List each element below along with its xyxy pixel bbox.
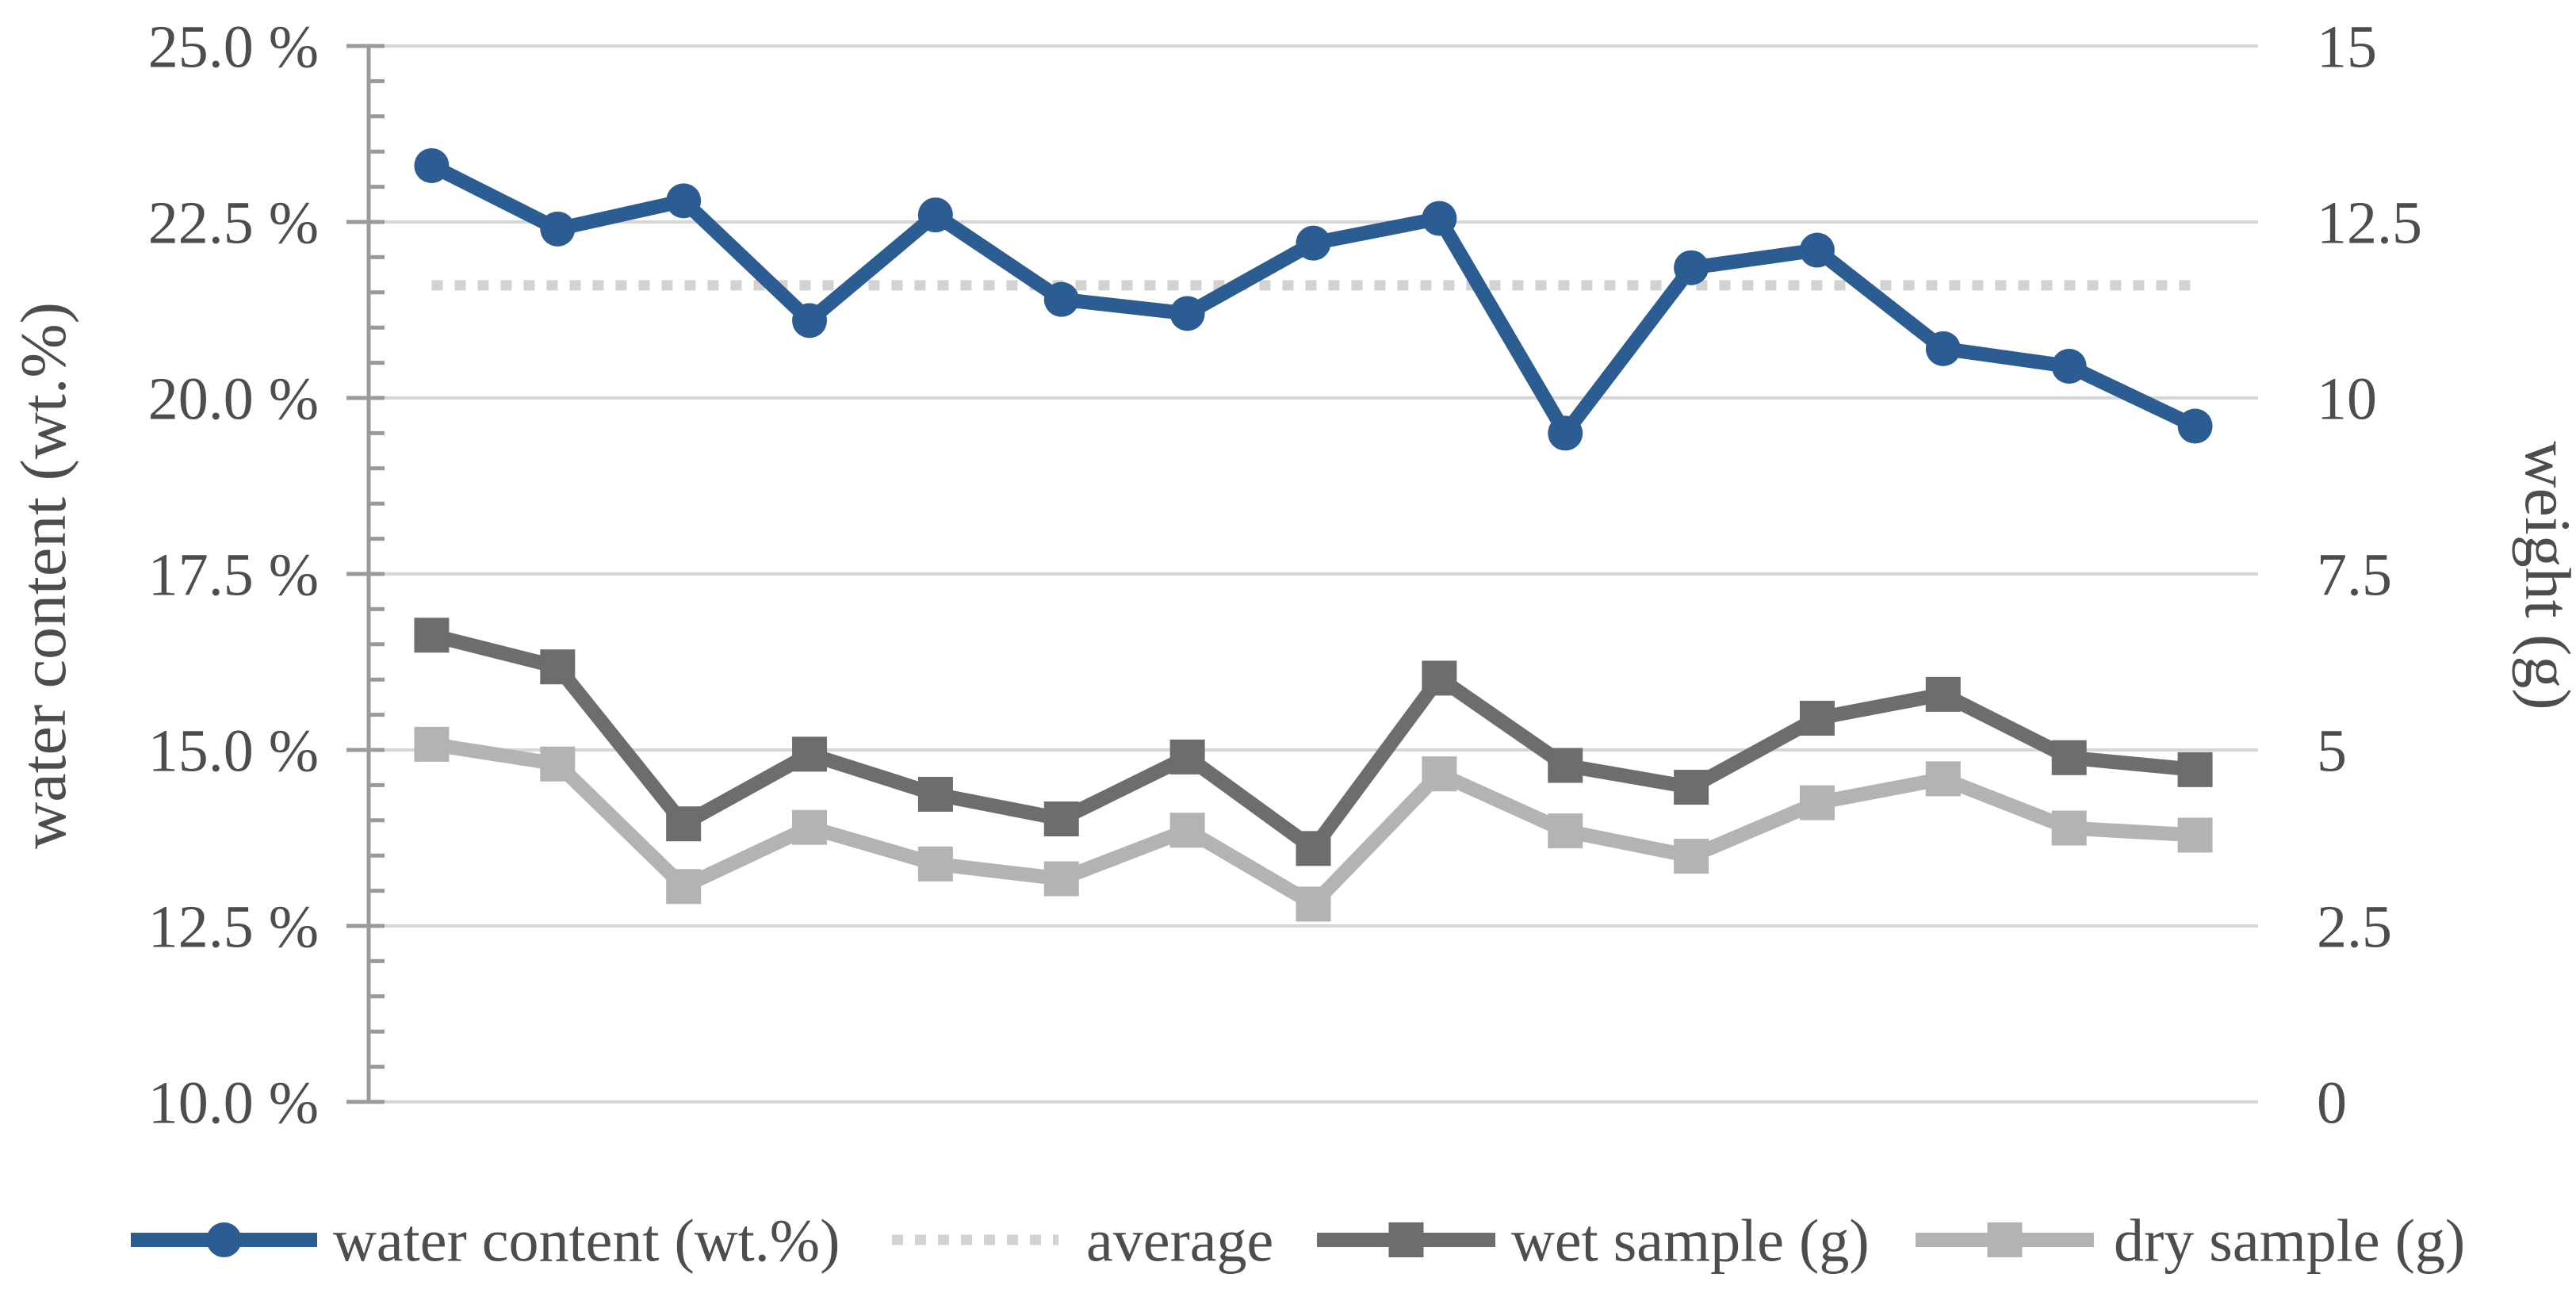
marker-water-content bbox=[1169, 296, 1205, 331]
marker-water-content bbox=[1548, 415, 1583, 451]
series-wet-sample bbox=[414, 618, 2213, 866]
marker-dry-sample bbox=[540, 746, 576, 782]
right-tick-label: 2.5 bbox=[2317, 894, 2392, 961]
legend-label-water-content: water content (wt.%) bbox=[333, 1208, 840, 1275]
marker-wet-sample bbox=[540, 649, 576, 685]
left-tick-label: 12.5 % bbox=[148, 894, 319, 961]
marker-water-content bbox=[1296, 225, 1331, 261]
marker-wet-sample bbox=[414, 618, 450, 653]
marker-dry-sample bbox=[1674, 839, 1709, 874]
right-tick-label: 12.5 bbox=[2317, 190, 2422, 257]
marker-water-content bbox=[1422, 201, 1457, 236]
marker-dry-sample bbox=[1548, 813, 1583, 849]
marker-wet-sample bbox=[1043, 801, 1079, 837]
marker-dry-sample bbox=[1799, 785, 1835, 820]
legend-label-dry-sample: dry sample (g) bbox=[2114, 1208, 2465, 1275]
legend-marker-dry-sample bbox=[1987, 1222, 2023, 1257]
marker-water-content bbox=[1925, 331, 1961, 366]
marker-wet-sample bbox=[666, 806, 702, 842]
marker-wet-sample bbox=[917, 776, 953, 812]
marker-dry-sample bbox=[666, 869, 702, 905]
marker-dry-sample bbox=[1422, 756, 1457, 792]
right-axis-title: weight (g) bbox=[2512, 441, 2576, 710]
left-axis-tick-labels: 25.0 % 22.5 % 20.0 % 17.5 % 15.0 % 12.5 % 10.0… bbox=[148, 14, 319, 1137]
legend-item-average: average bbox=[892, 1208, 1273, 1275]
marker-wet-sample bbox=[1799, 701, 1835, 736]
marker-dry-sample bbox=[917, 846, 953, 882]
marker-water-content bbox=[1799, 232, 1835, 268]
right-tick-label: 15 bbox=[2317, 14, 2377, 81]
legend: water content (wt.%) average wet sample (g… bbox=[131, 1208, 2465, 1275]
marker-water-content bbox=[1043, 281, 1079, 317]
marker-water-content bbox=[1674, 250, 1709, 285]
legend-marker-wet-sample bbox=[1388, 1222, 1424, 1257]
marker-dry-sample bbox=[1296, 886, 1331, 922]
gridlines bbox=[369, 44, 2258, 1103]
marker-wet-sample bbox=[1169, 739, 1205, 775]
marker-water-content bbox=[2051, 349, 2087, 384]
marker-water-content bbox=[414, 147, 450, 183]
right-tick-label: 10 bbox=[2317, 366, 2377, 433]
left-tick-label: 22.5 % bbox=[148, 190, 319, 257]
marker-water-content bbox=[917, 197, 953, 233]
left-axis-title: water content (wt.%) bbox=[7, 302, 79, 849]
marker-water-content bbox=[2177, 408, 2213, 444]
legend-label-average: average bbox=[1086, 1208, 1273, 1275]
marker-dry-sample bbox=[792, 809, 828, 845]
marker-wet-sample bbox=[2051, 740, 2087, 775]
legend-item-dry-sample: dry sample (g) bbox=[1916, 1208, 2465, 1275]
marker-dry-sample bbox=[414, 726, 450, 762]
legend-marker-water-content bbox=[206, 1222, 242, 1257]
series-plot-area bbox=[414, 147, 2213, 922]
series-water-content bbox=[414, 147, 2213, 451]
legend-item-water-content: water content (wt.%) bbox=[131, 1208, 840, 1275]
marker-wet-sample bbox=[792, 736, 828, 772]
marker-dry-sample bbox=[2051, 810, 2087, 846]
marker-wet-sample bbox=[1674, 770, 1709, 805]
marker-water-content bbox=[540, 211, 576, 247]
marker-dry-sample bbox=[1925, 761, 1961, 797]
right-tick-label: 0 bbox=[2317, 1070, 2347, 1137]
marker-water-content bbox=[792, 303, 828, 339]
series-dry-sample bbox=[414, 726, 2213, 922]
right-axis-tick-labels: 15 12.5 10 7.5 5 2.5 0 bbox=[2317, 14, 2422, 1137]
left-tick-label: 25.0 % bbox=[148, 14, 319, 81]
left-tick-label: 15.0 % bbox=[148, 718, 319, 785]
marker-wet-sample bbox=[2177, 752, 2213, 787]
marker-dry-sample bbox=[2177, 817, 2213, 853]
marker-wet-sample bbox=[1296, 831, 1331, 866]
marker-dry-sample bbox=[1169, 813, 1205, 848]
left-tick-label: 20.0 % bbox=[148, 366, 319, 433]
left-tick-label: 10.0 % bbox=[148, 1070, 319, 1137]
right-tick-label: 7.5 bbox=[2317, 542, 2392, 609]
marker-wet-sample bbox=[1548, 748, 1583, 783]
legend-label-wet-sample: wet sample (g) bbox=[1511, 1208, 1870, 1275]
marker-water-content bbox=[666, 183, 702, 219]
marker-wet-sample bbox=[1422, 660, 1457, 696]
marker-dry-sample bbox=[1043, 861, 1079, 897]
y-axis bbox=[346, 44, 385, 1104]
right-tick-label: 5 bbox=[2317, 718, 2347, 785]
left-tick-label: 17.5 % bbox=[148, 542, 319, 609]
marker-wet-sample bbox=[1925, 676, 1961, 712]
legend-item-wet-sample: wet sample (g) bbox=[1317, 1208, 1870, 1275]
